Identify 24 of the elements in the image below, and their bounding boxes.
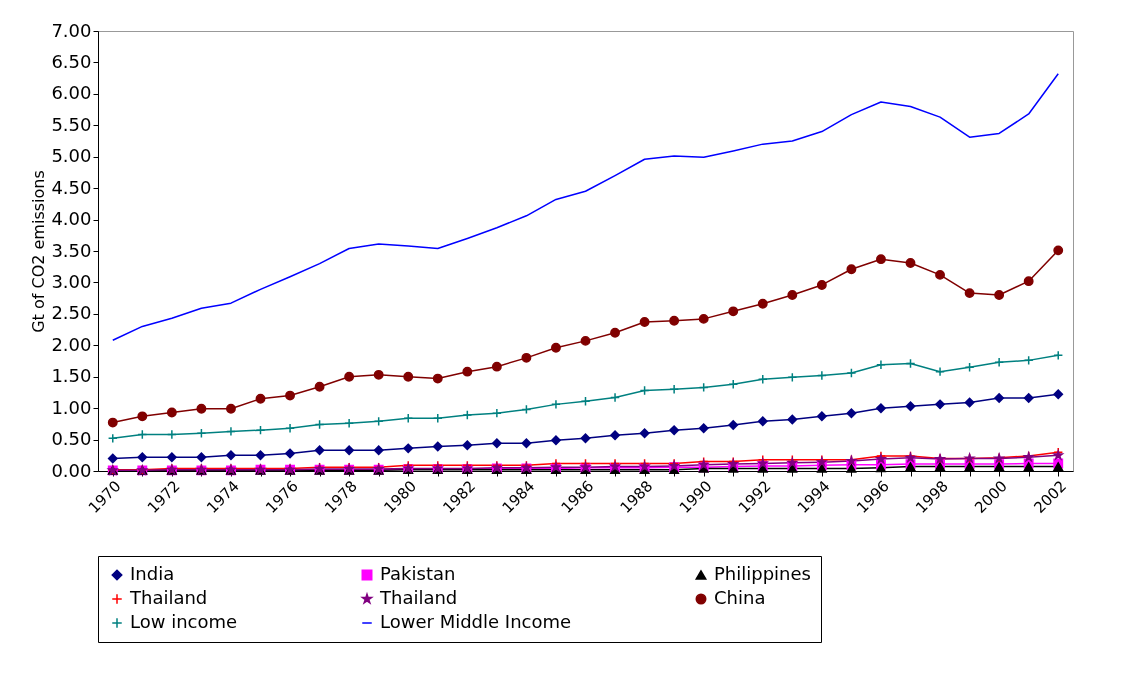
legend-label: Low income	[130, 611, 238, 632]
y-axis-title: Gt of CO2 emissions	[29, 170, 49, 333]
y-tick-label: 5.00	[51, 145, 92, 167]
y-tick-label: 6.00	[51, 82, 92, 104]
y-tick-label: 5.50	[51, 113, 92, 135]
y-tick-label: 4.00	[51, 208, 92, 230]
y-tick-label: 2.50	[51, 302, 92, 324]
y-tick-label: 0.50	[51, 428, 92, 450]
y-tick-label: 3.50	[51, 239, 92, 261]
y-tick-label: 7.00	[51, 19, 92, 41]
y-tick-label: 1.50	[51, 365, 92, 387]
y-tick-label: 6.50	[51, 50, 92, 72]
y-tick-label: 3.00	[51, 270, 92, 292]
legend-label: Lower Middle Income	[380, 611, 572, 632]
y-tick-label: 1.00	[51, 396, 92, 418]
legend-label: Thailand	[379, 587, 458, 608]
y-tick-label: 4.50	[51, 176, 92, 198]
legend-label: Thailand	[129, 587, 208, 608]
y-tick-label: 2.00	[51, 333, 92, 355]
legend-label: Philippines	[714, 563, 811, 584]
legend-label: Pakistan	[380, 563, 456, 584]
y-tick-label: 0.00	[51, 459, 92, 481]
legend-label: China	[714, 587, 766, 608]
legend-label: India	[130, 563, 175, 584]
